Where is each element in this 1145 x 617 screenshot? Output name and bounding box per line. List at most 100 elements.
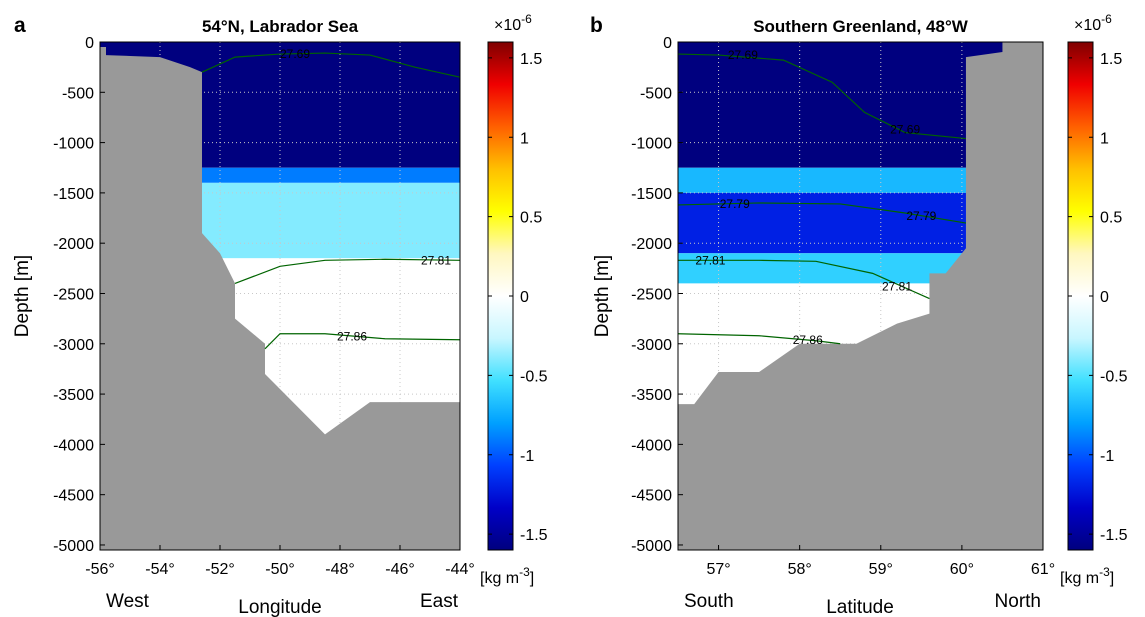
panel-b-ytick-label-8: -4000 [631, 437, 672, 454]
panel-b-ytick-label-1: -500 [640, 85, 672, 102]
panel-b-cb-unit-close: ] [1110, 570, 1114, 587]
panel-a-ytick-label-7: -3500 [53, 387, 94, 404]
panel-b-cb-tick-label-1: 1 [1100, 130, 1109, 147]
panel-b-xtick-label-2: 59° [869, 561, 893, 578]
panel-b-xside-label-right: North [995, 591, 1041, 612]
panel-b-ylabel: Depth [m] [592, 255, 613, 337]
panel-a-xlabel: Longitude [238, 597, 321, 617]
panel-b-xtick-label-0: 57° [706, 561, 730, 578]
panel-b-cb-unit-base: [kg m [1060, 570, 1099, 587]
panel-a-xtick-label-0: -56° [85, 561, 115, 578]
panel-b-axes-frame [677, 41, 1044, 551]
panel-a-cb-tick-label-1: 1 [520, 130, 529, 147]
panel-a-cb-tick-label-0: 1.5 [520, 51, 542, 68]
panel-b-xtick-label-4: 61° [1031, 561, 1055, 578]
panel-a-ytick-label-6: -3000 [53, 337, 94, 354]
panel-b-ytick-label-6: -3000 [631, 337, 672, 354]
panel-a-cb-unit-close: ] [530, 570, 534, 587]
panel-b-contour-label-3: 27.79 [906, 209, 936, 223]
panel-a: 27.69 27.81 27.86 0 -500 -1000 -1500 -2000 -2500… [12, 12, 548, 617]
panel-b-panel-letter: b [590, 14, 603, 37]
panel-a-cb-tick-label-2: 0.5 [520, 210, 542, 227]
panel-a-ytick-label-8: -4000 [53, 437, 94, 454]
panel-a-panel-letter: a [14, 14, 26, 37]
panel-b-contour-2 [678, 202, 967, 224]
panel-a-xtick-label-6: -44° [445, 561, 475, 578]
panel-a-ytick-label-1: -500 [62, 85, 94, 102]
panel-a-cb-unit-base: [kg m [480, 570, 519, 587]
panel-a-cb-tick-label-3: 0 [520, 289, 529, 306]
panel-b-contour-label-6: 27.86 [793, 333, 823, 347]
panel-b-cb-tick-label-0: 1.5 [1100, 51, 1122, 68]
panel-a-xtick-label-3: -50° [265, 561, 295, 578]
panel-b-cb-tick-label-6: -1.5 [1100, 527, 1128, 544]
panel-b-contour-label-5: 27.81 [882, 279, 912, 293]
panel-b-xside-label-left: South [684, 591, 734, 612]
panel-a-cb-exponent-power: -6 [521, 12, 532, 26]
panel-b-contour-6 [678, 333, 841, 345]
panel-b-ytick-label-2: -1000 [631, 136, 672, 153]
panel-a-ytick-label-5: -2500 [53, 286, 94, 303]
panel-b-ytick-label-10: -5000 [631, 538, 672, 555]
panel-b-cb-unit: [kg m-3] [1060, 565, 1114, 587]
panel-a-colorbar: 1.5 1 0.5 0 -0.5 -1 -1.5 ×10-6 [kg m-3] [480, 12, 548, 587]
panel-a-xtick-label-4: -48° [325, 561, 355, 578]
panel-b-xtick-label-1: 58° [788, 561, 812, 578]
panel-b-xtick-label-3: 60° [950, 561, 974, 578]
panel-b-cb-exponent-base: ×10 [1074, 17, 1101, 34]
panel-a-contour-0 [201, 52, 460, 78]
panel-b-contour-label-2: 27.79 [720, 197, 750, 211]
panel-b-ytick-label-0: 0 [663, 35, 672, 52]
panel-a-topography [100, 42, 460, 550]
panel-b-ytick-label-3: -1500 [631, 186, 672, 203]
panel-b-colorbar: 1.5 1 0.5 0 -0.5 -1 -1.5 ×10-6 [kg m-3] [1060, 12, 1128, 587]
panel-b-contour-4 [678, 259, 930, 300]
panel-a-contour-1 [234, 258, 460, 284]
panel-a-cb-tick-label-5: -1 [520, 448, 534, 465]
panel-b-cb-tick-label-5: -1 [1100, 448, 1114, 465]
panel-a-cb-exponent-base: ×10 [494, 17, 521, 34]
panel-b: 27.69 27.69 27.79 27.79 27.81 27.81 27.86 0 -500… [590, 12, 1128, 617]
panel-a-cb-tick-label-4: -0.5 [520, 368, 548, 385]
panel-b-cb-exponent-power: -6 [1101, 12, 1112, 26]
panel-a-cb-tick-label-6: -1.5 [520, 527, 548, 544]
panel-a-ytick-label-4: -2000 [53, 236, 94, 253]
panel-a-contour-2 [264, 333, 460, 350]
panel-a-xside-label-left: West [106, 591, 150, 612]
panel-b-ytick-label-5: -2500 [631, 286, 672, 303]
panel-b-cb-tick-label-3: 0 [1100, 289, 1109, 306]
panel-a-contour-label-2: 27.86 [337, 330, 367, 344]
panel-b-ytick-label-4: -2000 [631, 236, 672, 253]
panel-a-ytick-label-0: 0 [85, 35, 94, 52]
panel-a-contour-label-1: 27.81 [421, 253, 451, 267]
panel-a-ytick-label-10: -5000 [53, 538, 94, 555]
panel-a-contour-label-0: 27.69 [280, 47, 310, 61]
panel-b-cb-tick-label-4: -0.5 [1100, 368, 1128, 385]
panel-b-contour-0 [678, 53, 967, 140]
panel-b-cb-unit-power: -3 [1099, 565, 1110, 579]
panel-b-cb-tick-label-2: 0.5 [1100, 210, 1122, 227]
panel-b-xlabel: Latitude [826, 597, 894, 617]
panel-a-cb-unit-power: -3 [519, 565, 530, 579]
panel-b-title: Southern Greenland, 48°W [753, 17, 969, 36]
panel-a-ylabel: Depth [m] [12, 255, 33, 337]
panel-b-contour-label-4: 27.81 [695, 253, 725, 267]
panel-a-ytick-label-2: -1000 [53, 136, 94, 153]
panel-b-topography [678, 42, 1043, 550]
panel-a-ytick-label-9: -4500 [53, 488, 94, 505]
panel-a-cb-exponent: ×10-6 [494, 12, 532, 34]
panel-b-contour-label-1: 27.69 [890, 123, 920, 137]
panel-b-plot-area [678, 42, 1043, 550]
panel-b-cb-exponent: ×10-6 [1074, 12, 1112, 34]
panel-a-xside-label-right: East [420, 591, 459, 612]
panel-a-title: 54°N, Labrador Sea [202, 17, 359, 36]
panel-b-contour-label-0: 27.69 [728, 48, 758, 62]
panel-a-cb-unit: [kg m-3] [480, 565, 534, 587]
panel-b-ytick-label-7: -3500 [631, 387, 672, 404]
panel-a-ytick-label-3: -1500 [53, 186, 94, 203]
panel-a-xtick-label-5: -46° [385, 561, 415, 578]
panel-b-ytick-label-9: -4500 [631, 488, 672, 505]
panel-a-xtick-label-1: -54° [145, 561, 175, 578]
panel-a-colorbar-gradient [487, 41, 514, 551]
